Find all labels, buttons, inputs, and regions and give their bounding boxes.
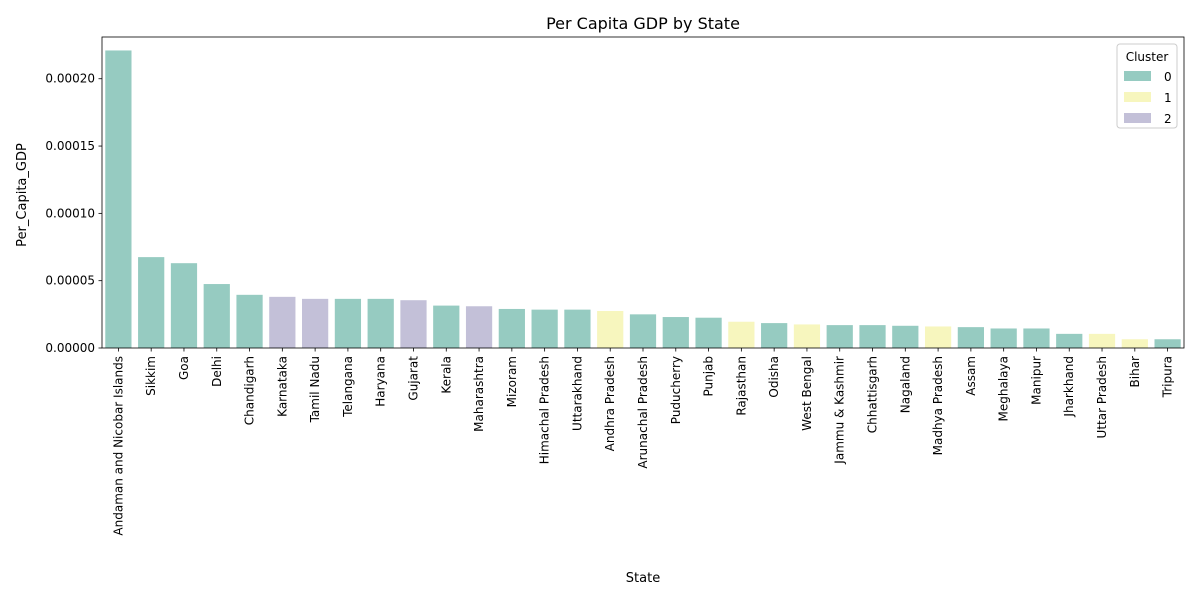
bar-kerala [433,305,460,348]
bar-jammu-kashmir [826,325,853,348]
x-tick-label: Andaman and Nicobar Islands [111,356,125,536]
x-tick-label: Andhra Pradesh [603,356,617,451]
bar-andaman-and-nicobar-islands [105,50,132,349]
x-tick-label: Rajasthan [734,356,748,416]
bar-andhra-pradesh [597,310,624,348]
x-tick-label: Jammu & Kashmir [833,356,847,465]
x-tick-label: Telangana [341,356,355,418]
x-tick-label: Uttar Pradesh [1095,356,1109,438]
bar-gujarat [400,300,427,348]
y-axis-label: Per_Capita_GDP [15,143,30,247]
bar-maharashtra [465,306,493,348]
y-tick-label: 0.00000 [45,341,95,355]
legend-entry: 0 [1164,70,1172,84]
x-tick-label: Goa [177,356,191,380]
bar-punjab [695,317,722,348]
legend-entry: 2 [1164,112,1172,126]
x-tick-label: Maharashtra [472,356,486,432]
bar-chandigarh [236,294,263,348]
bar-odisha [761,323,788,348]
x-tick-label: Punjab [702,356,716,397]
x-tick-label: Jharkhand [1062,356,1076,418]
x-tick-label: Uttarakhand [570,356,584,431]
bar-jharkhand [1056,333,1083,348]
x-tick-label: Odisha [767,356,781,398]
bar-chhattisgarh [859,325,886,348]
legend-swatch [1124,113,1151,123]
bar-delhi [203,284,230,348]
bar-himachal-pradesh [531,309,558,348]
legend-swatch [1124,92,1151,102]
chart-title: Per Capita GDP by State [546,14,740,33]
x-tick-label: Sikkim [144,356,158,396]
bar-assam [957,327,984,348]
x-tick-label: Assam [964,356,978,396]
legend: Cluster 0 1 2 [1116,43,1178,129]
x-tick-label: Manipur [1029,356,1043,405]
bar-madhya-pradesh [924,326,952,348]
bar-mizoram [498,308,525,348]
x-tick-label: Delhi [210,356,224,387]
x-tick-label: Karnataka [275,356,289,417]
x-tick-label: Haryana [374,356,388,407]
x-tick-label: Madhya Pradesh [931,356,945,455]
bar-nagaland [892,325,919,348]
legend-title: Cluster [1126,50,1169,64]
y-tick-label: 0.00005 [45,274,95,288]
x-tick-label: West Bengal [800,356,814,431]
x-tick-label: Tripura [1161,356,1175,398]
y-tick-label: 0.00010 [45,206,95,220]
x-tick-label: Meghalaya [997,356,1011,421]
x-tick-label: Chhattisgarh [866,356,880,433]
bar-rajasthan [728,321,755,348]
x-tick-label: Bihar [1128,356,1142,388]
legend-entry: 1 [1164,91,1172,105]
bar-arunachal-pradesh [629,314,657,348]
x-tick-label: Nagaland [898,356,912,413]
x-tick-label: Arunachal Pradesh [636,356,650,469]
y-tick-label: 0.00020 [45,72,95,86]
bar-haryana [367,298,394,348]
plot-area: 0.00000 0.00005 0.00010 0.00015 0.00020 Andam… [45,36,1185,536]
x-tick-label: Tamil Nadu [308,356,322,423]
bar-puducherry [662,317,689,348]
x-tick-label: Gujarat [406,356,420,401]
y-tick-label: 0.00015 [45,139,95,153]
bar-sikkim [138,257,165,348]
bar-goa [170,263,198,348]
bar-karnataka [269,296,296,348]
bar-manipur [1023,328,1050,348]
bar-bihar [1121,339,1148,348]
bar-meghalaya [990,328,1017,348]
legend-swatch [1124,71,1151,81]
x-tick-label: Himachal Pradesh [538,356,552,464]
x-tick-label: Puducherry [669,356,683,424]
plot-frame [101,36,1185,349]
legend-box [1116,43,1178,129]
x-tick-label: Mizoram [505,356,519,407]
x-axis-label: State [626,571,660,586]
x-tick-label: Chandigarh [243,356,257,425]
bar-uttarakhand [564,309,591,348]
bar-telangana [334,298,362,348]
bar-tamil-nadu [302,298,329,348]
bar-uttar-pradesh [1088,333,1116,348]
x-tick-label: Kerala [439,356,453,394]
bar-tripura [1154,339,1181,348]
bar-west-bengal [793,324,821,348]
